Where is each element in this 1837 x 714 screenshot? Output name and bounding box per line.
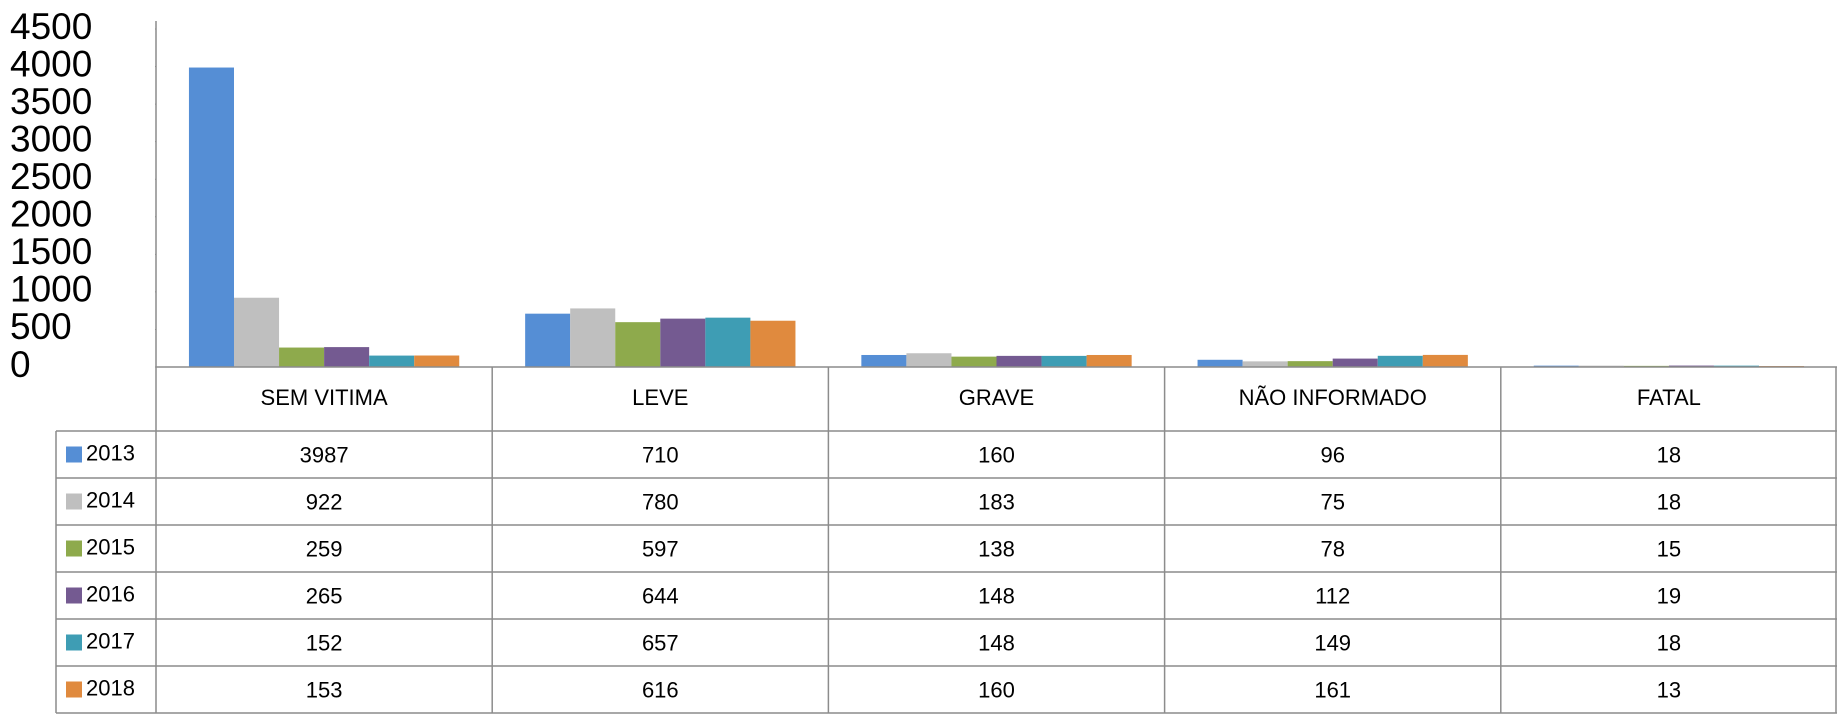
legend-swatch [66, 540, 82, 557]
table-value: 18 [1657, 630, 1681, 655]
legend-label: 2017 [86, 628, 135, 653]
bar [1422, 354, 1468, 367]
y-tick-label: 4500 [10, 6, 92, 47]
table-value: 160 [978, 442, 1015, 467]
legend-swatch [66, 493, 82, 510]
bar [1377, 355, 1423, 367]
table-value: 96 [1320, 442, 1344, 467]
bar [1242, 361, 1288, 367]
table-value: 183 [978, 489, 1015, 514]
bar [570, 308, 616, 367]
table-value: 148 [978, 630, 1015, 655]
table-value: 78 [1320, 536, 1344, 561]
legend-label: 2018 [86, 675, 135, 700]
x-tick-label: SEM VITIMA [261, 385, 388, 410]
bar [324, 347, 370, 367]
bar [1041, 355, 1087, 367]
table-value: 597 [642, 536, 679, 561]
bar [233, 297, 280, 367]
table-value: 18 [1657, 489, 1681, 514]
table-value: 149 [1314, 630, 1351, 655]
bar [906, 353, 952, 367]
bar [369, 355, 415, 367]
table-value: 153 [306, 677, 343, 702]
legend-label: 2016 [86, 581, 135, 606]
legend-label: 2013 [86, 440, 135, 465]
legend-swatch [66, 446, 82, 463]
table-value: 15 [1657, 536, 1681, 561]
table-value: 616 [642, 677, 679, 702]
legend-label: 2014 [86, 487, 135, 512]
bar [525, 313, 571, 367]
bar [861, 354, 907, 367]
bar [279, 347, 325, 367]
table-value: 138 [978, 536, 1015, 561]
y-tick-label: 0 [10, 344, 31, 385]
bar [951, 356, 997, 367]
table-value: 259 [306, 536, 343, 561]
x-tick-label: GRAVE [959, 385, 1034, 410]
table-value: 19 [1657, 583, 1681, 608]
bar [414, 355, 460, 367]
bar [996, 355, 1042, 367]
y-tick-label: 3500 [10, 81, 92, 122]
table-value: 657 [642, 630, 679, 655]
table-value: 13 [1657, 677, 1681, 702]
table-value: 780 [642, 489, 679, 514]
table-value: 710 [642, 442, 679, 467]
legend-swatch [66, 587, 82, 604]
bar [1287, 361, 1333, 367]
x-tick-label: NÃO INFORMADO [1239, 385, 1427, 410]
x-tick-label: FATAL [1637, 385, 1701, 410]
table-value: 152 [306, 630, 343, 655]
table-value: 3987 [300, 442, 349, 467]
bar [660, 318, 706, 367]
y-tick-label: 2000 [10, 194, 92, 235]
legend-label: 2015 [86, 534, 135, 559]
table-value: 18 [1657, 442, 1681, 467]
table-value: 644 [642, 583, 679, 608]
legend-swatch [66, 681, 82, 698]
y-tick-label: 2500 [10, 156, 92, 197]
y-tick-label: 1500 [10, 231, 92, 272]
table-value: 112 [1315, 583, 1350, 608]
bar [1197, 359, 1243, 367]
y-tick-label: 500 [10, 306, 72, 347]
bar [615, 322, 661, 367]
table-value: 161 [1314, 677, 1351, 702]
bar [188, 67, 234, 368]
table-value: 265 [306, 583, 343, 608]
table-value: 922 [306, 489, 343, 514]
bar [1086, 354, 1132, 367]
x-tick-label: LEVE [632, 385, 688, 410]
y-tick-label: 1000 [10, 269, 92, 310]
table-value: 148 [978, 583, 1015, 608]
bar [705, 317, 751, 367]
table-value: 160 [978, 677, 1015, 702]
legend-swatch [66, 634, 82, 651]
bar [1332, 358, 1378, 367]
y-tick-label: 3000 [10, 118, 92, 159]
bar [750, 320, 796, 367]
y-tick-label: 4000 [10, 43, 92, 84]
table-value: 75 [1320, 489, 1344, 514]
